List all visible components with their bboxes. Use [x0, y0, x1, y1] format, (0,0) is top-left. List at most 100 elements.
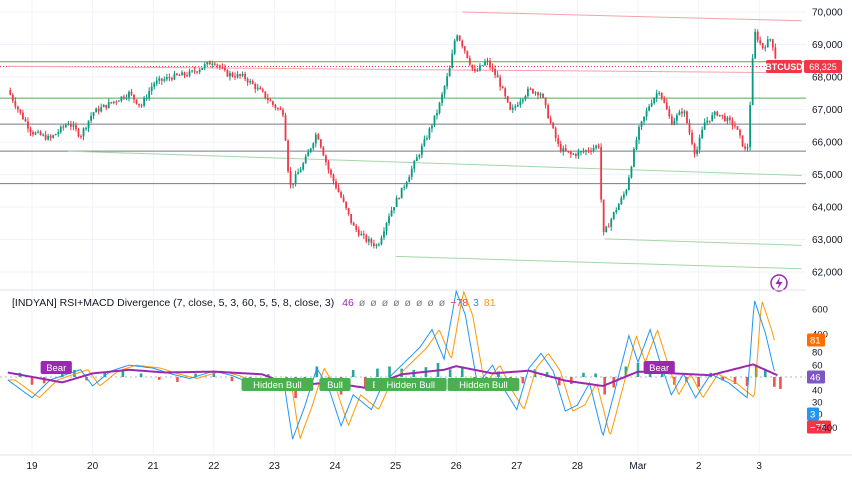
- price-axis: 70,000 69,000 68,000 67,000 66,000 65,000 64,0…: [812, 8, 843, 279]
- candle-up: [433, 115, 436, 126]
- candle-down: [734, 125, 736, 127]
- candle-down: [491, 67, 494, 70]
- candle-down: [251, 80, 254, 85]
- candle-down: [731, 119, 734, 126]
- histogram-bar: [61, 372, 64, 377]
- candle-up: [451, 53, 454, 68]
- indicator-value: ø: [438, 297, 446, 309]
- indicator-value: ø: [427, 297, 434, 309]
- candle-up: [630, 166, 633, 178]
- candle-up: [297, 172, 300, 175]
- candle-down: [183, 72, 186, 76]
- candle-up: [701, 129, 704, 139]
- histogram-bar: [779, 377, 782, 389]
- histogram-bar: [763, 370, 767, 377]
- candle-down: [19, 109, 22, 113]
- candle-up: [610, 218, 613, 227]
- candle-down: [607, 226, 610, 228]
- indicator-title: [INDYAN] RSI+MACD Divergence (7, close, …: [12, 297, 335, 309]
- histogram-bar: [376, 368, 379, 377]
- candle-down: [494, 69, 496, 76]
- candle-down: [266, 97, 269, 101]
- candle-up: [628, 177, 630, 190]
- candle-up: [201, 67, 204, 70]
- candle-up: [572, 154, 575, 156]
- candle-down: [279, 108, 282, 110]
- candle-down: [234, 76, 236, 78]
- candle-down: [759, 40, 762, 44]
- candle-up: [673, 120, 676, 125]
- histogram-bar: [733, 377, 737, 384]
- candle-down: [547, 105, 550, 119]
- time-tick-label: 3: [756, 461, 762, 472]
- time-tick-label: 24: [329, 461, 341, 472]
- time-tick-label: Mar: [629, 461, 647, 472]
- candle-down: [461, 40, 464, 47]
- symbol-tag: BTCUSD: [765, 62, 803, 72]
- histogram-bar: [557, 377, 561, 386]
- candle-down: [357, 229, 360, 236]
- candle-up: [52, 135, 55, 138]
- divergence-label-text: Bear: [649, 363, 669, 374]
- candle-down: [744, 146, 746, 149]
- indicator-value: ø: [358, 297, 366, 309]
- candle-down: [532, 88, 534, 94]
- histogram-bar: [721, 377, 725, 381]
- histogram-bar: [157, 377, 161, 380]
- time-axis[interactable]: 19 20 21 22 23 24 25 26 27 28 Mar 2 3: [26, 461, 762, 472]
- candle-up: [67, 124, 70, 126]
- candle-down: [317, 134, 320, 140]
- candle-down: [365, 235, 368, 242]
- candle-down: [133, 94, 135, 100]
- candle-up: [585, 150, 587, 152]
- candle-up: [481, 65, 484, 67]
- price-tick-label: 64,000: [812, 203, 843, 214]
- candle-up: [206, 61, 209, 65]
- candle-up: [605, 226, 608, 233]
- candle-up: [655, 93, 658, 99]
- candle-up: [85, 127, 87, 129]
- candle-up: [678, 111, 681, 116]
- candle-down: [372, 243, 375, 247]
- indicator-badge-text: 3: [810, 410, 815, 421]
- bear-label: [643, 361, 675, 374]
- candle-up: [143, 98, 146, 106]
- indicator-legend[interactable]: [INDYAN] RSI+MACD Divergence (7, close, …: [12, 297, 496, 309]
- symbol-tag-bg: [766, 60, 802, 73]
- candle-up: [428, 128, 431, 139]
- divergence-label-text: Hidden Bull: [253, 380, 302, 391]
- candle-up: [539, 93, 542, 96]
- price-tick-label: 62,000: [812, 268, 843, 279]
- candle-down: [44, 134, 47, 140]
- candle-up: [163, 79, 166, 81]
- candle-up: [294, 174, 297, 184]
- lightning-icon[interactable]: [770, 274, 788, 292]
- candle-down: [178, 74, 181, 76]
- candle-up: [718, 114, 721, 116]
- candle-up: [191, 70, 193, 72]
- candle-up: [431, 125, 433, 129]
- candle-up: [57, 132, 60, 135]
- candle-up: [102, 104, 105, 108]
- candle-up: [34, 132, 37, 135]
- candle-down: [471, 64, 474, 69]
- candle-up: [766, 39, 769, 48]
- candle-up: [241, 74, 244, 76]
- candle-up: [148, 91, 151, 99]
- candle-up: [312, 143, 315, 149]
- candle-down: [723, 115, 726, 122]
- candle-down: [196, 71, 199, 73]
- indicator-value: ø: [415, 297, 423, 309]
- candle-up: [726, 117, 729, 122]
- candle-down: [16, 106, 19, 110]
- candle-down: [325, 155, 327, 163]
- candle-up: [393, 207, 395, 211]
- histogram-bar: [73, 370, 76, 377]
- candle-up: [72, 125, 75, 127]
- candle-up: [405, 182, 408, 187]
- indicator-value: 3: [473, 297, 479, 309]
- candle-down: [170, 78, 173, 80]
- candle-up: [441, 94, 443, 103]
- candle-down: [24, 119, 27, 122]
